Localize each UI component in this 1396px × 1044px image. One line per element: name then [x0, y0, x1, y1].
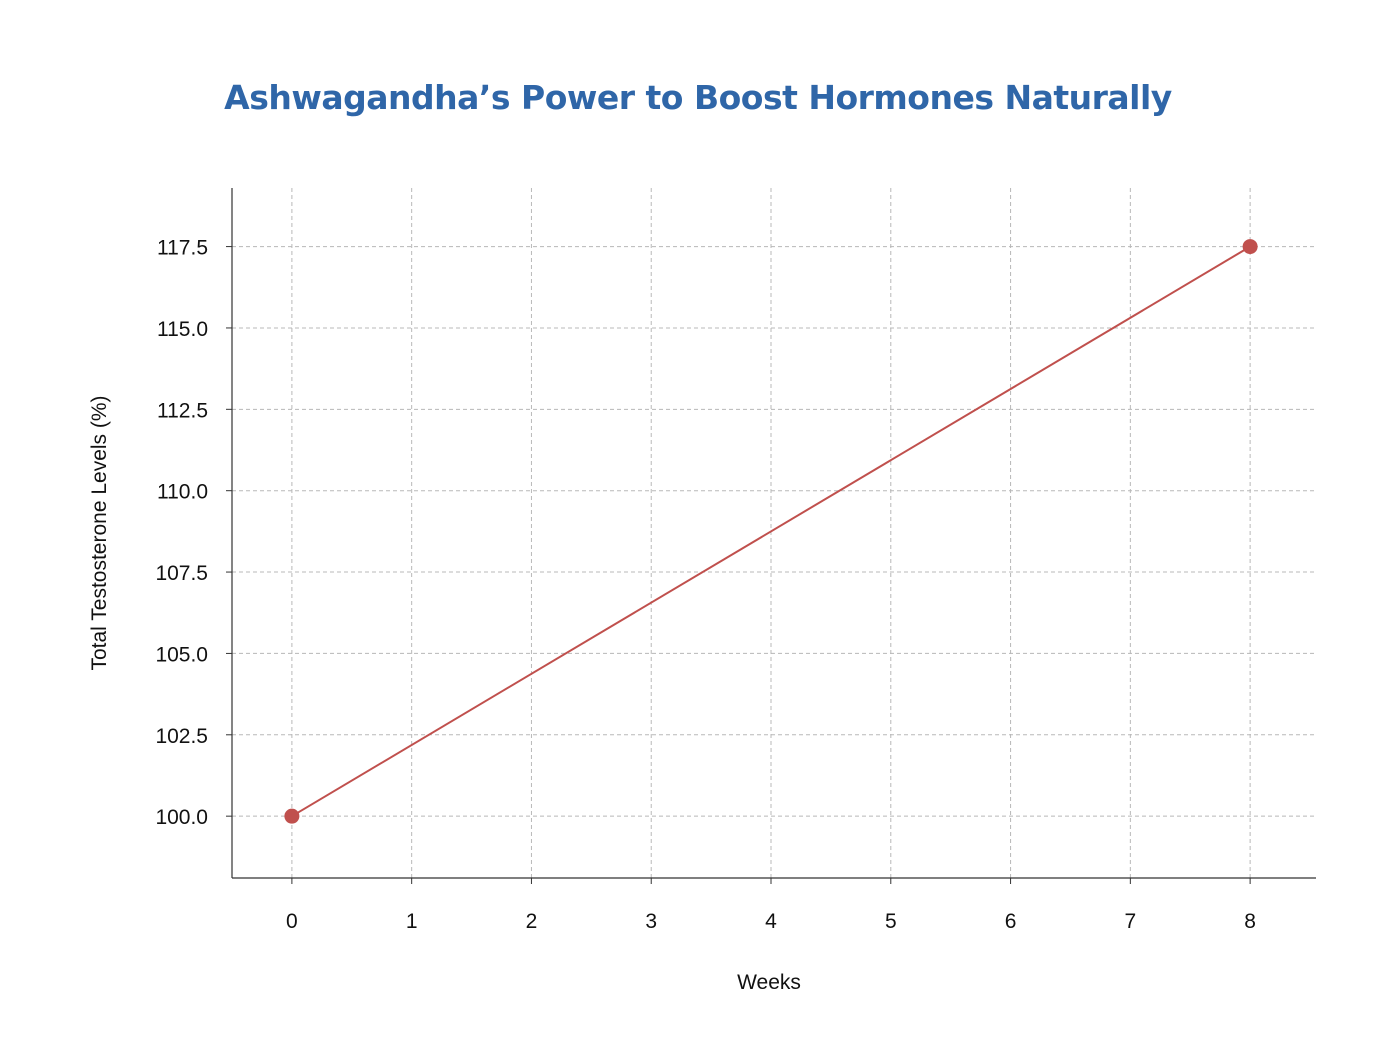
y-axis-label: Total Testosterone Levels (%)	[88, 395, 111, 670]
data-point	[1242, 239, 1258, 255]
y-tick-label: 102.5	[155, 725, 208, 748]
grid-lines	[232, 188, 1316, 878]
x-tick-label: 0	[286, 910, 298, 933]
x-tick-label: 2	[526, 910, 538, 933]
series	[284, 239, 1258, 824]
x-tick-label: 7	[1124, 910, 1136, 933]
x-tick-label: 1	[406, 910, 418, 933]
chart-title: Ashwagandha’s Power to Boost Hormones Na…	[224, 78, 1172, 117]
y-tick-label: 105.0	[155, 643, 208, 666]
data-point	[284, 808, 300, 824]
x-tick-label: 4	[765, 910, 777, 933]
x-tick-label: 6	[1005, 910, 1017, 933]
y-tick-label: 100.0	[155, 806, 208, 829]
y-tick-label: 115.0	[157, 318, 208, 341]
y-tick-label: 112.5	[157, 399, 208, 422]
axes	[226, 188, 1316, 884]
x-tick-label: 3	[645, 910, 657, 933]
tick-labels: 0 1 2 3 4 5 6 7 8 100.0 102.5 105.0 107.5 110.0 112.5 1…	[155, 237, 1256, 933]
y-tick-label: 110.0	[157, 481, 208, 504]
y-tick-label: 117.5	[157, 237, 208, 260]
x-axis-label: Weeks	[737, 971, 801, 994]
y-tick-label: 107.5	[155, 562, 208, 585]
series-line	[291, 245, 1251, 818]
x-tick-label: 8	[1244, 910, 1256, 933]
x-tick-label: 5	[885, 910, 897, 933]
